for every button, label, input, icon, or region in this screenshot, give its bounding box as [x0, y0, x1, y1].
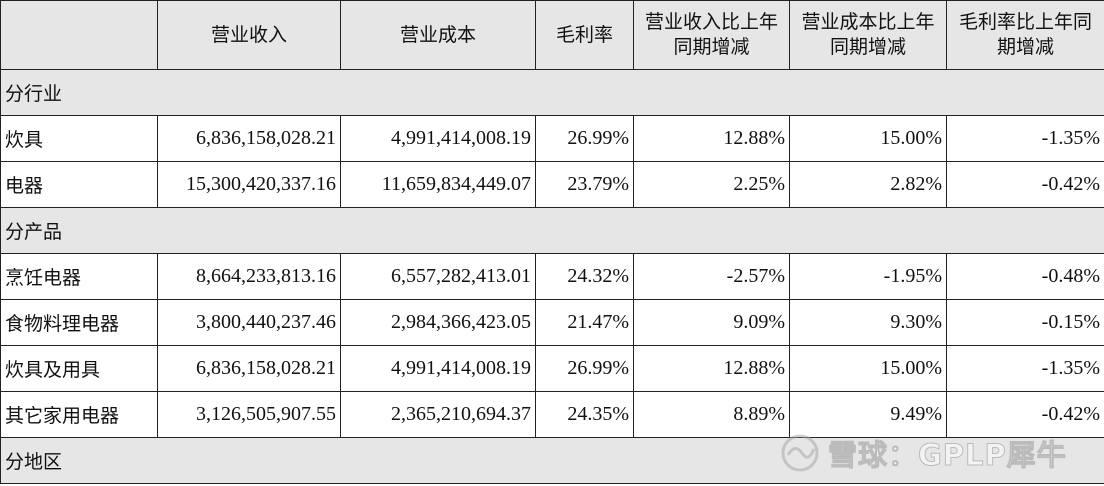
cost-change-cell: -1.95%	[789, 253, 947, 300]
cost-change-cell: 15.00%	[789, 345, 947, 392]
table-row: 烹饪电器 8,664,233,813.16 6,557,282,413.01 24.3…	[0, 253, 1104, 300]
cost-cell: 4,991,414,008.19	[340, 345, 536, 392]
gross-margin-cell: 26.99%	[535, 115, 634, 162]
margin-change-cell: -0.48%	[946, 253, 1104, 300]
header-row: 营业收入 营业成本 毛利率 营业收入比上年 同期增减 营业成本比上年 同期增减 毛利…	[0, 0, 1104, 70]
cost-cell: 2,365,210,694.37	[340, 391, 536, 438]
margin-change-cell: -0.42%	[946, 391, 1104, 438]
revenue-cell: 15,300,420,337.16	[157, 161, 341, 208]
header-margin-change: 毛利率比上年同 期增减	[946, 0, 1104, 70]
row-label: 其它家用电器	[0, 391, 158, 438]
table-row: 食物料理电器 3,800,440,237.46 2,984,366,423.05 21…	[0, 299, 1104, 346]
watermark: 雪球：GPLP犀牛	[780, 430, 1067, 476]
header-corner	[0, 0, 158, 70]
row-label: 烹饪电器	[0, 253, 158, 300]
table-row: 电器 15,300,420,337.16 11,659,834,449.07 23.7…	[0, 161, 1104, 208]
revenue-cell: 6,836,158,028.21	[157, 115, 341, 162]
cost-change-cell: 2.82%	[789, 161, 947, 208]
header-revenue-change: 营业收入比上年 同期增减	[633, 0, 790, 70]
section-row: 分地区	[0, 437, 1104, 484]
revenue-change-cell: 12.88%	[633, 115, 790, 162]
gross-margin-cell: 24.35%	[535, 391, 634, 438]
revenue-change-cell: 8.89%	[633, 391, 790, 438]
margin-change-cell: -1.35%	[946, 345, 1104, 392]
header-cost-change: 营业成本比上年 同期增减	[789, 0, 947, 70]
section-row: 分产品	[0, 207, 1104, 254]
section-row: 分行业	[0, 69, 1104, 116]
margin-change-cell: -0.42%	[946, 161, 1104, 208]
gross-margin-cell: 24.32%	[535, 253, 634, 300]
revenue-cell: 3,800,440,237.46	[157, 299, 341, 346]
snowball-logo-icon	[781, 434, 819, 472]
revenue-cell: 8,664,233,813.16	[157, 253, 341, 300]
header-cost: 营业成本	[340, 0, 536, 70]
revenue-change-cell: 12.88%	[633, 345, 790, 392]
gross-margin-cell: 21.47%	[535, 299, 634, 346]
revenue-change-cell: 9.09%	[633, 299, 790, 346]
table-row: 炊具 6,836,158,028.21 4,991,414,008.19 26.99%…	[0, 115, 1104, 162]
margin-change-cell: -1.35%	[946, 115, 1104, 162]
row-label: 电器	[0, 161, 158, 208]
row-label: 食物料理电器	[0, 299, 158, 346]
table-row: 炊具及用具 6,836,158,028.21 4,991,414,008.19 26.…	[0, 345, 1104, 392]
cost-cell: 4,991,414,008.19	[340, 115, 536, 162]
row-label: 炊具	[0, 115, 158, 162]
section-title: 分行业	[0, 69, 1104, 116]
table-row: 其它家用电器 3,126,505,907.55 2,365,210,694.37 24…	[0, 391, 1104, 438]
gross-margin-cell: 26.99%	[535, 345, 634, 392]
table-body: 分行业 炊具 6,836,158,028.21 4,991,414,008.19 26.…	[0, 69, 1104, 484]
section-title: 分产品	[0, 207, 1104, 254]
cost-cell: 2,984,366,423.05	[340, 299, 536, 346]
row-label: 炊具及用具	[0, 345, 158, 392]
revenue-change-cell: -2.57%	[633, 253, 790, 300]
header-revenue: 营业收入	[157, 0, 341, 70]
cost-change-cell: 9.30%	[789, 299, 947, 346]
margin-change-cell: -0.15%	[946, 299, 1104, 346]
gross-margin-cell: 23.79%	[535, 161, 634, 208]
cost-change-cell: 15.00%	[789, 115, 947, 162]
revenue-cell: 6,836,158,028.21	[157, 345, 341, 392]
section-title: 分地区	[0, 437, 1104, 484]
header-gross-margin: 毛利率	[535, 0, 634, 70]
cost-cell: 11,659,834,449.07	[340, 161, 536, 208]
revenue-change-cell: 2.25%	[633, 161, 790, 208]
watermark-text: 雪球：GPLP犀牛	[828, 438, 1067, 473]
cost-cell: 6,557,282,413.01	[340, 253, 536, 300]
revenue-cell: 3,126,505,907.55	[157, 391, 341, 438]
